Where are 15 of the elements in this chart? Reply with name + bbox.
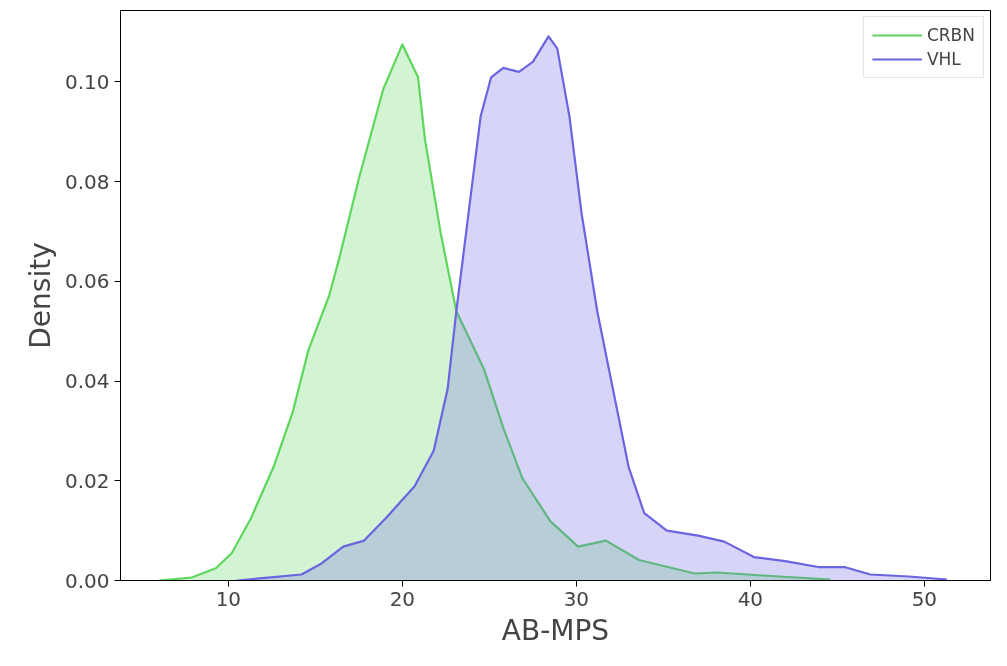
y-tick-label: 0.06: [64, 269, 110, 294]
y-tick-label: 0.00: [64, 568, 110, 593]
x-tick-label: 10: [215, 586, 242, 611]
x-tick-label: 40: [737, 586, 764, 611]
legend-label: VHL: [926, 49, 961, 69]
y-tick-label: 0.04: [64, 369, 110, 394]
y-tick-label: 0.10: [64, 69, 110, 94]
x-tick-label: 20: [389, 586, 416, 611]
x-tick-label: 50: [911, 586, 938, 611]
y-tick-label: 0.02: [64, 468, 110, 493]
y-tick-label: 0.08: [64, 169, 110, 194]
x-tick-label: 30: [563, 586, 590, 611]
y-axis-title: Density: [23, 242, 57, 349]
x-axis-title: AB-MPS: [501, 613, 610, 647]
legend-label: CRBN: [926, 25, 975, 45]
